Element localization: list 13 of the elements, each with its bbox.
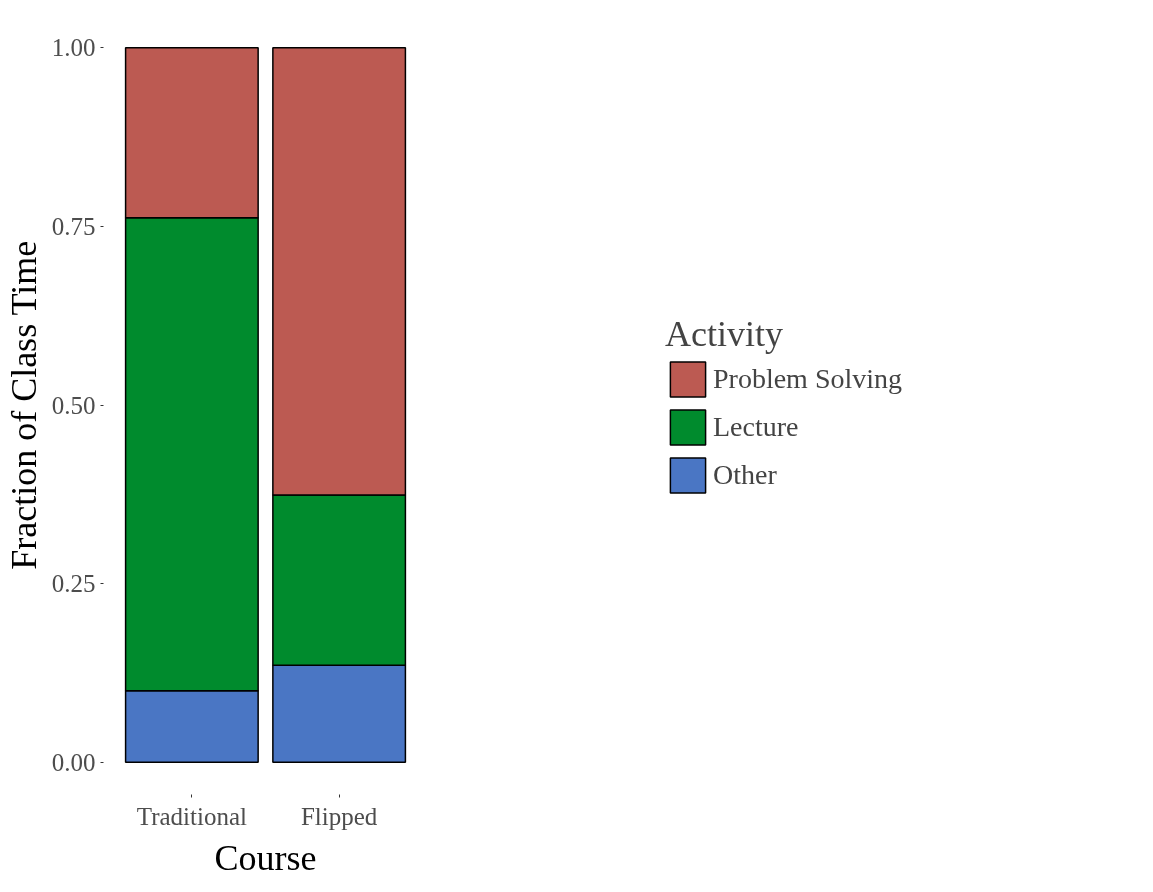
y-tick-label: 1.00 xyxy=(51,34,96,62)
y-axis-title: Fraction of Class Time xyxy=(3,240,44,570)
legend-label: Other xyxy=(712,458,777,491)
x-axis-title: Course xyxy=(214,837,317,878)
legend-title: Activity xyxy=(664,312,784,355)
x-tick-label: Traditional xyxy=(136,802,248,830)
legend-label: Lecture xyxy=(712,410,799,443)
y-tick-label: 0.50 xyxy=(51,391,96,419)
legend-label: Problem Solving xyxy=(712,362,903,395)
y-tick-label: 0.25 xyxy=(51,570,96,598)
x-tick-label: Flipped xyxy=(300,802,378,830)
y-tick-label: 0.00 xyxy=(51,748,96,776)
y-tick-label: 0.75 xyxy=(51,212,96,240)
